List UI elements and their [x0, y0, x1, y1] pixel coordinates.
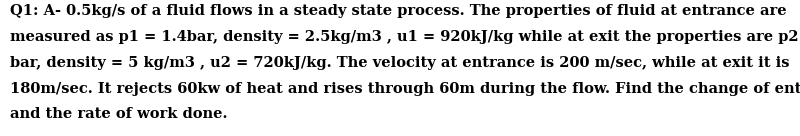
Text: 180m/sec. It rejects 60kw of heat and rises through 60m during the flow. Find th: 180m/sec. It rejects 60kw of heat and ri…	[10, 82, 800, 96]
Text: measured as p1 = 1.4bar, density = 2.5kg/m3 , u1 = 920kJ/kg while at exit the pr: measured as p1 = 1.4bar, density = 2.5kg…	[10, 30, 800, 44]
Text: and the rate of work done.: and the rate of work done.	[10, 107, 227, 121]
Text: Q1: A- 0.5kg/s of a fluid flows in a steady state process. The properties of flu: Q1: A- 0.5kg/s of a fluid flows in a ste…	[10, 4, 786, 18]
Text: bar, density = 5 kg/m3 , u2 = 720kJ/kg. The velocity at entrance is 200 m/sec, w: bar, density = 5 kg/m3 , u2 = 720kJ/kg. …	[10, 56, 789, 70]
